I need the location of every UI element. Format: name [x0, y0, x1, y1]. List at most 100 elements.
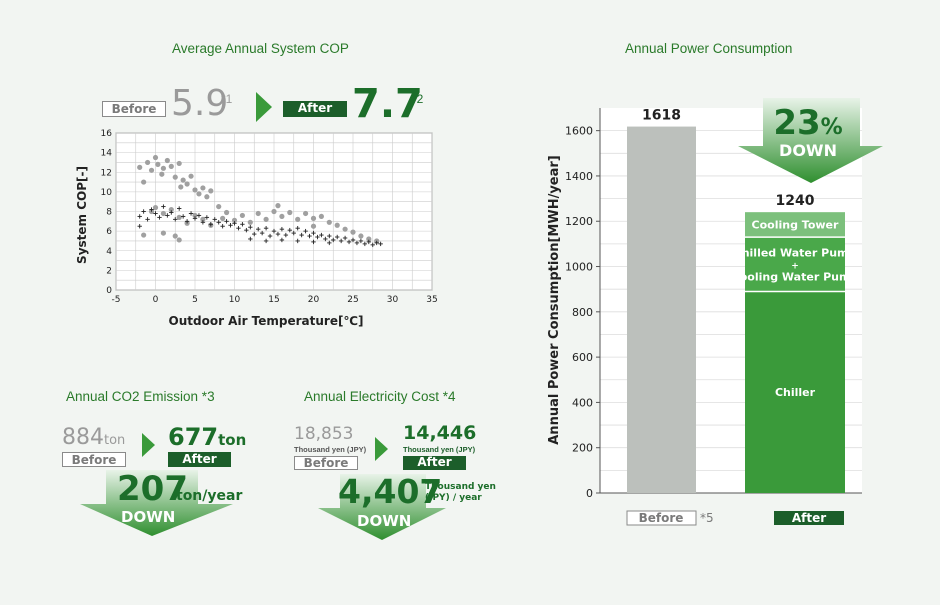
co2-down-unit: ton/year: [176, 488, 243, 504]
scatter-point-before: [145, 159, 151, 166]
scatter-point-after: [173, 217, 178, 222]
power-heading: Annual Power Consumption: [625, 41, 793, 56]
scatter-y-tick-label: 0: [106, 286, 112, 296]
scatter-point-before: [279, 213, 285, 220]
scatter-y-tick-label: 16: [101, 129, 113, 139]
scatter-point-before: [200, 216, 206, 222]
power-reduction-label: DOWN: [779, 141, 837, 160]
scatter-point-after: [291, 230, 296, 236]
co2-down-value: 207: [117, 469, 188, 509]
scatter-point-before: [263, 216, 269, 222]
scatter-y-tick-label: 10: [101, 188, 113, 198]
co2-before-value: 884ton: [62, 426, 125, 453]
scatter-point-before: [172, 233, 178, 239]
scatter-point-after: [192, 216, 198, 221]
scatter-point-after: [244, 227, 249, 233]
bar-after-segment-label: Cooling Tower: [752, 219, 839, 232]
cost-after-tag: After: [403, 456, 466, 470]
scatter-point-after: [267, 233, 273, 239]
scatter-x-tick-label: 25: [347, 295, 358, 305]
co2-before-unit: ton: [104, 433, 126, 448]
scatter-point-after: [346, 239, 352, 245]
scatter-point-after: [315, 234, 320, 240]
scatter-x-tick-label: 5: [192, 295, 198, 305]
scatter-point-after: [342, 235, 348, 241]
scatter-point-before: [152, 154, 159, 161]
scatter-point-before: [239, 212, 245, 219]
scatter-point-before: [196, 191, 202, 197]
scatter-point-after: [362, 241, 368, 247]
scatter-point-after: [248, 225, 253, 230]
scatter-point-before: [216, 203, 222, 210]
bar-y-axis-label: Annual Power Consumption[MWH/year]: [547, 155, 562, 445]
scatter-point-before: [184, 181, 190, 187]
scatter-point-before: [310, 223, 317, 229]
scatter-x-tick-label: 0: [153, 295, 159, 305]
scatter-point-before: [326, 219, 332, 225]
cost-down-arrow-icon: [318, 474, 446, 540]
bar-y-tick-label: 1200: [565, 215, 593, 228]
scatter-y-tick-label: 14: [101, 149, 113, 159]
bar-y-tick-label: 0: [586, 487, 593, 500]
scatter-point-after: [204, 215, 210, 220]
scatter-point-after: [212, 217, 217, 222]
power-down-arrow-icon: [738, 98, 883, 183]
scatter-point-after: [165, 213, 170, 218]
scatter-point-after: [299, 232, 304, 238]
bar-after-segment-label: +: [791, 261, 799, 271]
cop-after-note: *2: [412, 92, 424, 106]
scatter-point-before: [275, 203, 281, 209]
bar-before-note: *5: [700, 511, 714, 525]
scatter-point-after: [275, 231, 281, 237]
scatter-point-after: [177, 206, 182, 211]
cost-down-value: 4,407: [338, 472, 443, 511]
co2-before-number: 884: [62, 425, 104, 450]
scatter-point-before: [192, 187, 198, 193]
scatter-point-before: [176, 214, 182, 220]
scatter-point-before: [141, 232, 147, 238]
cost-arrow-icon: [375, 437, 388, 461]
scatter-point-after: [200, 220, 206, 225]
scatter-point-after: [256, 226, 261, 232]
scatter-point-after: [271, 228, 277, 234]
scatter-x-tick-label: 35: [426, 295, 437, 305]
bar-after-segment: [745, 291, 845, 493]
scatter-point-before: [255, 210, 261, 217]
scatter-point-before: [231, 217, 238, 223]
bar-after-segment-label: Chiller: [775, 386, 816, 399]
scatter-point-after: [216, 220, 221, 225]
scatter-point-after: [141, 209, 146, 214]
scatter-x-tick-label: 20: [308, 295, 320, 305]
scatter-point-before: [318, 213, 324, 220]
scatter-point-after: [157, 215, 162, 220]
cost-down-unit-line1: Thousand yen: [425, 482, 496, 492]
scatter-point-after: [240, 222, 245, 227]
scatter-point-before: [334, 222, 340, 228]
scatter-point-before: [350, 229, 356, 235]
bar-y-tick-label: 600: [572, 351, 593, 364]
scatter-point-after: [303, 228, 308, 234]
scatter-point-after: [374, 240, 379, 246]
scatter-y-tick-label: 6: [106, 227, 112, 237]
cost-down-unit-line2: (JPY) / year: [425, 493, 482, 503]
scatter-point-after: [295, 238, 300, 244]
scatter-point-before: [342, 226, 348, 232]
bar-y-tick-label: 1600: [565, 125, 593, 138]
scatter-point-after: [378, 241, 383, 247]
scatter-point-before: [247, 219, 253, 225]
scatter-point-before: [178, 184, 184, 190]
scatter-point-before: [287, 209, 293, 216]
scatter-point-before: [192, 212, 198, 219]
bar-before-category-label: Before: [639, 511, 684, 525]
scatter-point-after: [169, 210, 174, 215]
scatter-point-after: [327, 240, 332, 246]
scatter-point-after: [259, 230, 265, 236]
scatter-x-axis-label: Outdoor Air Temperature[℃]: [169, 314, 364, 328]
scatter-point-after: [224, 219, 229, 224]
co2-after-unit: ton: [218, 431, 247, 449]
co2-down-arrow-icon: [80, 470, 233, 536]
co2-after-number: 677: [168, 423, 219, 451]
bar-before-category-box: [626, 510, 697, 526]
